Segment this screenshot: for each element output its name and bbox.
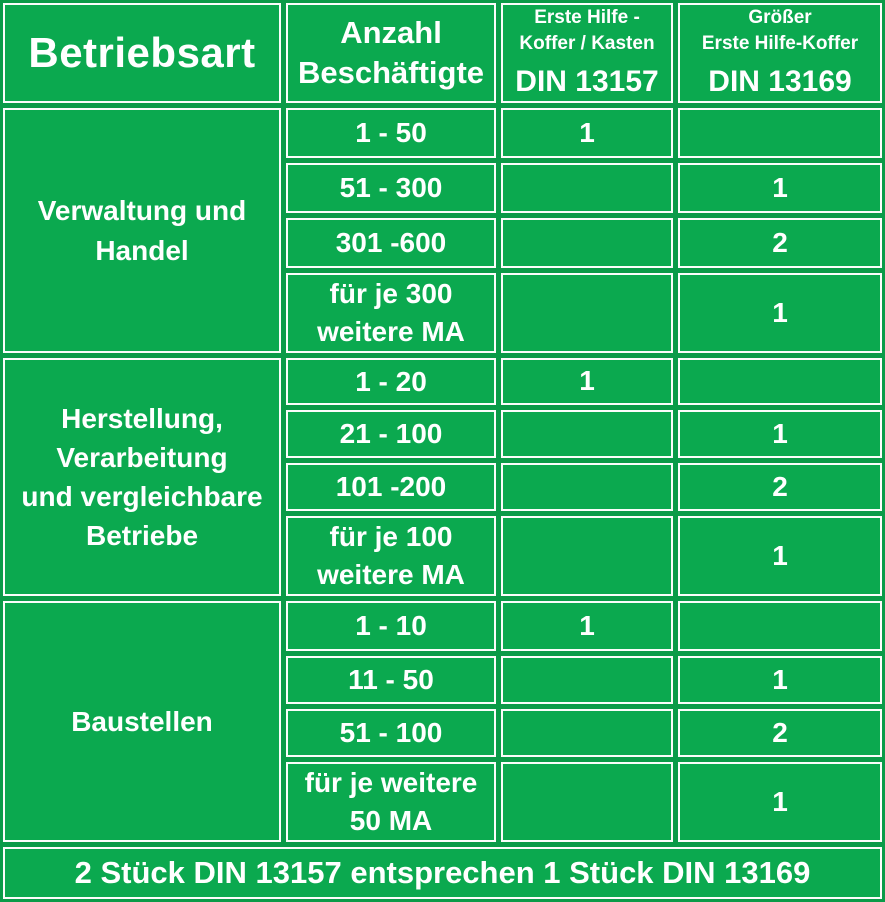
din13157-cell: 1: [501, 601, 673, 651]
range-cell: 101 -200: [286, 463, 496, 511]
din13169-value: 2: [772, 226, 788, 258]
din13169-cell: 1: [678, 163, 882, 213]
header-betriebsart-label: Betriebsart: [28, 28, 256, 76]
din13157-cell: [501, 709, 673, 757]
range-cell: für je weitere 50 MA: [286, 762, 496, 842]
din13169-cell: 1: [678, 410, 882, 458]
range-cell: 51 - 100: [286, 709, 496, 757]
range-text-line1: für je 100: [329, 521, 453, 553]
din13157-value: 1: [579, 365, 595, 397]
din13169-cell: [678, 358, 882, 405]
range-cell: 301 -600: [286, 218, 496, 268]
din13157-cell: 1: [501, 358, 673, 405]
range-text-line2: weitere MA: [317, 559, 465, 590]
din13169-cell: 1: [678, 516, 882, 596]
din13169-value: 1: [772, 296, 788, 328]
header-din13169-small-line2: Erste Hilfe-Koffer: [701, 33, 859, 54]
header-din13157: Erste Hilfe - Koffer / Kasten DIN 13157: [501, 3, 673, 103]
section-label-line: Baustellen: [71, 705, 213, 737]
range-text-line2: weitere MA: [317, 316, 465, 347]
din13157-cell: [501, 516, 673, 596]
range-cell: 1 - 10: [286, 601, 496, 651]
header-betriebsart: Betriebsart: [3, 3, 281, 103]
din13157-cell: [501, 656, 673, 704]
din13169-cell: 1: [678, 762, 882, 842]
din13169-cell: 2: [678, 709, 882, 757]
range-cell: 51 - 300: [286, 163, 496, 213]
section-label-verwaltung: Verwaltung und Handel: [3, 108, 281, 353]
footer-note-text: 2 Stück DIN 13157 entsprechen 1 Stück DI…: [74, 854, 811, 890]
header-anzahl-beschaeftigte: Anzahl Beschäftigte: [286, 3, 496, 103]
din13169-cell: 1: [678, 273, 882, 353]
din13169-value: 1: [772, 539, 788, 571]
range-text-line1: für je weitere: [304, 767, 478, 799]
header-din13157-small-line2: Koffer / Kasten: [519, 33, 655, 54]
section-label-line: Herstellung,: [61, 402, 223, 434]
header-din13169: Größer Erste Hilfe-Koffer DIN 13169: [678, 3, 882, 103]
range-text: 301 -600: [335, 227, 447, 259]
range-text: 11 - 50: [348, 664, 434, 696]
din13169-value: 1: [772, 171, 788, 203]
section-label-baustellen: Baustellen: [3, 601, 281, 842]
section-label-line: Verarbeitung: [56, 441, 228, 473]
header-anzahl-line2: Beschäftigte: [297, 55, 485, 90]
din13157-cell: 1: [501, 108, 673, 158]
header-din13157-label: DIN 13157: [515, 64, 659, 98]
section-label-line: und vergleichbare: [21, 481, 263, 512]
din13157-value: 1: [579, 609, 595, 641]
range-text: 1 - 10: [355, 610, 427, 642]
din13157-cell: [501, 218, 673, 268]
range-cell: 1 - 50: [286, 108, 496, 158]
range-text: 51 - 300: [339, 172, 443, 204]
din13169-cell: [678, 601, 882, 651]
din13157-cell: [501, 463, 673, 511]
header-din13169-small-line1: Größer: [748, 7, 812, 29]
range-text: 51 - 100: [339, 717, 443, 749]
header-din13157-small-line1: Erste Hilfe -: [534, 7, 640, 29]
header-din13169-label: DIN 13169: [708, 64, 852, 98]
section-label-line: Betriebe: [85, 520, 199, 552]
footer-note: 2 Stück DIN 13157 entsprechen 1 Stück DI…: [3, 847, 882, 899]
range-cell: für je 300 weitere MA: [286, 273, 496, 353]
range-text: 1 - 20: [355, 365, 427, 397]
din13169-value: 2: [772, 470, 788, 502]
din13157-cell: [501, 273, 673, 353]
din13169-value: 1: [772, 663, 788, 695]
din13157-value: 1: [579, 116, 595, 148]
din13169-value: 1: [772, 417, 788, 449]
section-label-herstellung: Herstellung, Verarbeitung und vergleichb…: [3, 358, 281, 596]
range-cell: 11 - 50: [286, 656, 496, 704]
range-text: 101 -200: [335, 471, 447, 503]
din13169-value: 2: [772, 716, 788, 748]
din13169-cell: 2: [678, 463, 882, 511]
range-text-line2: 50 MA: [349, 805, 433, 836]
range-cell: 21 - 100: [286, 410, 496, 458]
din13169-cell: 1: [678, 656, 882, 704]
range-text-line1: für je 300: [329, 278, 453, 310]
range-text: 1 - 50: [355, 117, 427, 149]
range-text: 21 - 100: [339, 418, 443, 450]
header-anzahl-line1: Anzahl: [340, 14, 442, 50]
din13169-cell: [678, 108, 882, 158]
din13157-cell: [501, 163, 673, 213]
range-cell: 1 - 20: [286, 358, 496, 405]
section-label-line: Handel: [95, 234, 189, 266]
din13157-cell: [501, 410, 673, 458]
range-cell: für je 100 weitere MA: [286, 516, 496, 596]
din13169-value: 1: [772, 785, 788, 817]
section-label-line: Verwaltung und: [37, 195, 247, 227]
din13169-cell: 2: [678, 218, 882, 268]
din13157-cell: [501, 762, 673, 842]
